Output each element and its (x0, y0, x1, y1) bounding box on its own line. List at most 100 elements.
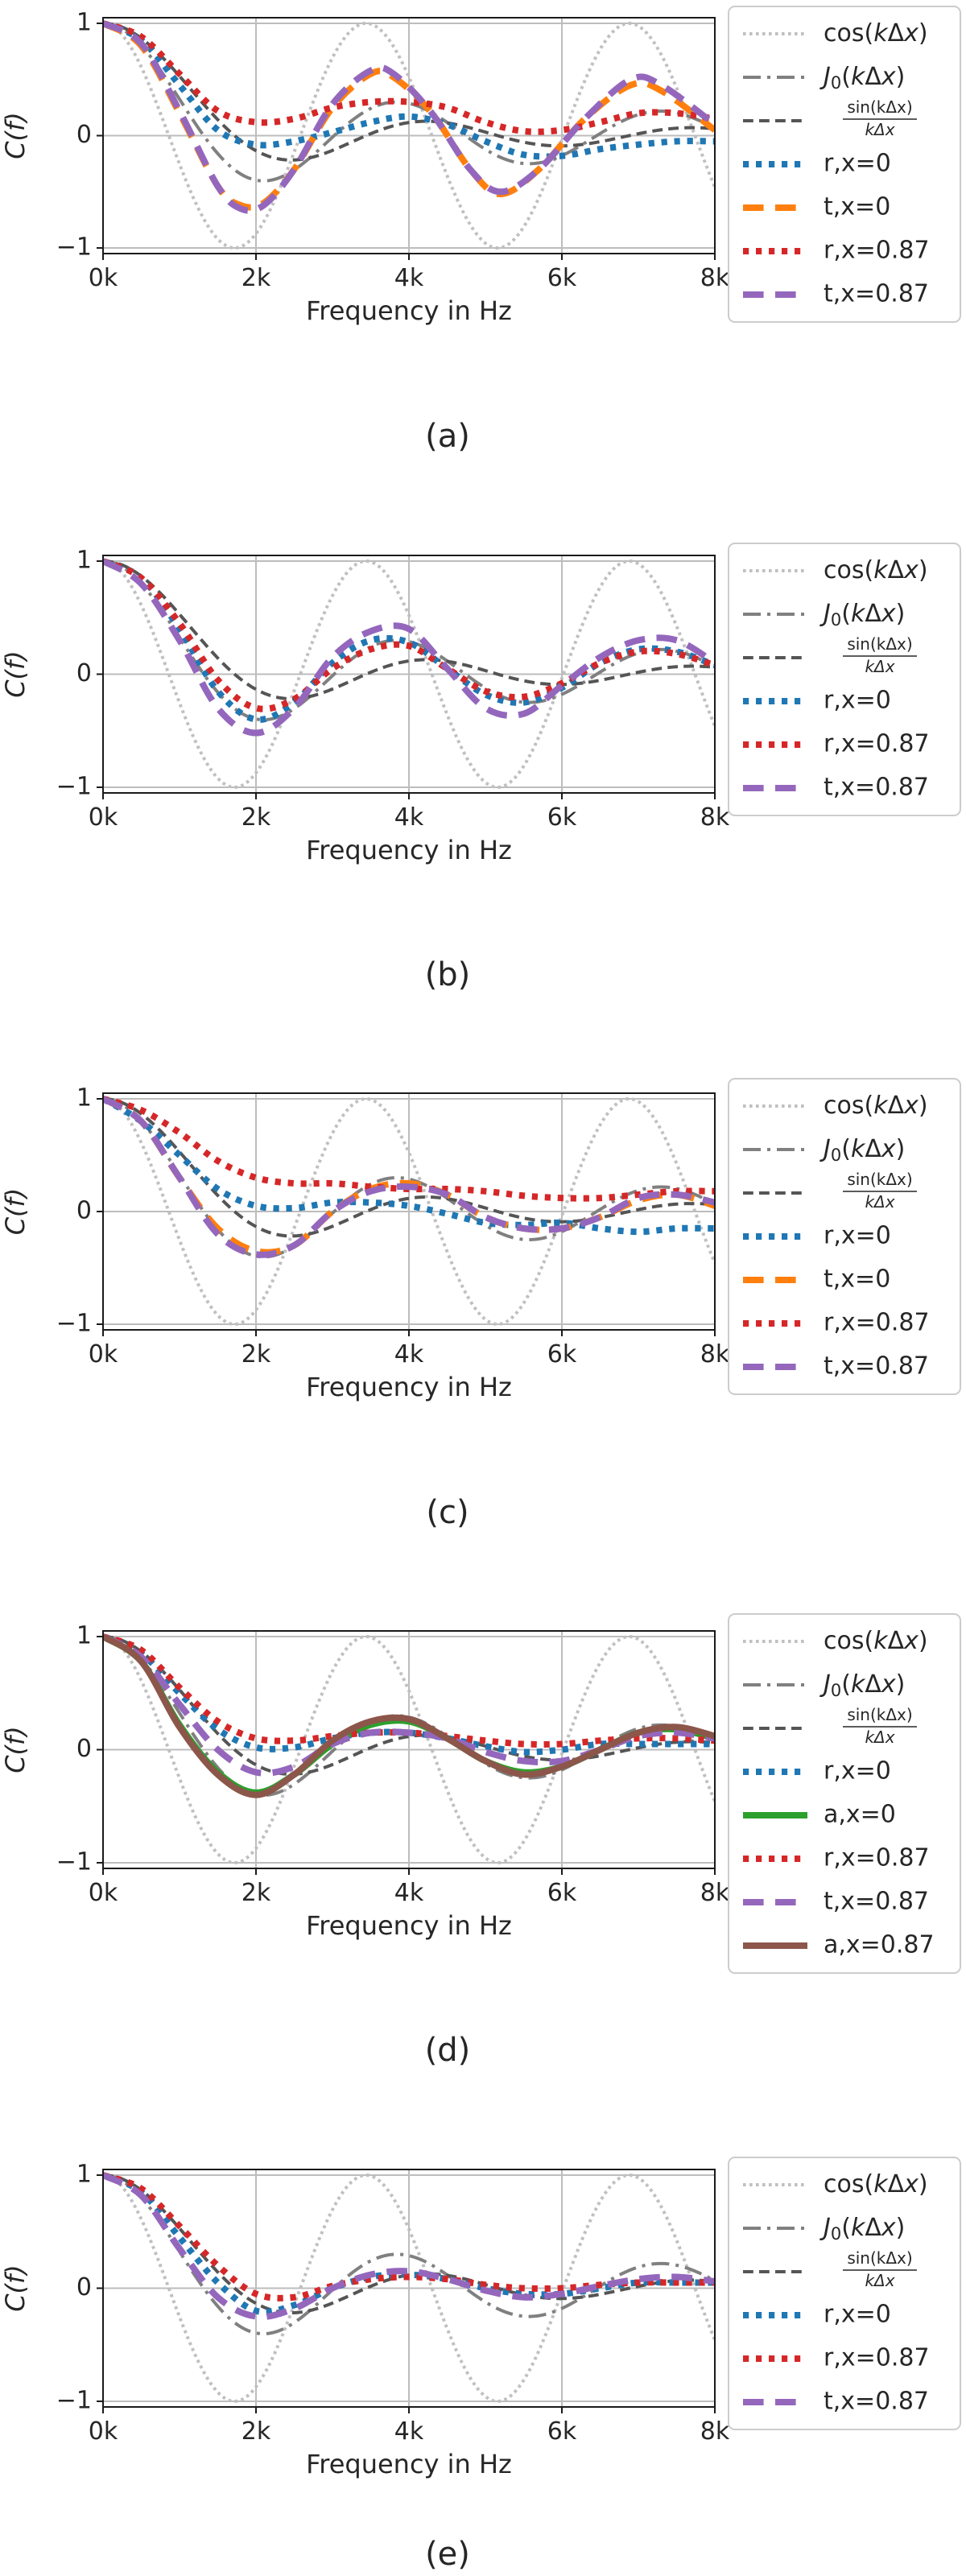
legend-label-t87: t,x=0.87 (824, 774, 929, 802)
legend-label-r0: r,x=0 (824, 687, 891, 715)
y-axis-title: C(f) (0, 112, 31, 159)
reference-line-j0 (103, 559, 715, 722)
x-tick-label: 6k (547, 1879, 577, 1907)
plot-area (103, 2172, 715, 2403)
x-tick-label: 2k (242, 264, 271, 292)
x-axis-title: Frequency in Hz (306, 1372, 512, 1402)
y-tick-label: 1 (76, 547, 92, 575)
y-axis-title: C(f) (0, 2264, 31, 2312)
panel-caption: (d) (425, 2032, 471, 2069)
x-tick-label: 4k (394, 1340, 424, 1368)
legend-label-sinc-numerator: sin(kΔx) (847, 97, 912, 117)
series-line-t87 (103, 1096, 715, 1258)
x-tick-label: 8k (700, 803, 730, 832)
legend-label-t87: t,x=0.87 (824, 1888, 929, 1916)
x-tick-label: 8k (700, 264, 730, 292)
legend-label-a0: a,x=0 (824, 1801, 896, 1829)
y-tick-label: 0 (76, 1735, 92, 1763)
reference-line-sinc (103, 559, 715, 701)
reference-line-cos (103, 21, 715, 250)
chart-panel-1: 0k 2k 4k 6k 8k 1 0 −1 Frequency in Hz C(f) cos(kΔx… (0, 6, 961, 455)
x-tick-label: 4k (394, 2417, 424, 2446)
plot-area (103, 1633, 715, 1864)
x-tick-label: 0k (89, 264, 118, 292)
legend-label-sinc-numerator: sin(kΔx) (847, 634, 912, 654)
reference-line-sinc (103, 21, 715, 162)
legend-label-t0: t,x=0 (824, 193, 890, 221)
reference-line-j0 (103, 21, 715, 183)
legend-label-cos: cos(kΔx) (824, 1092, 928, 1120)
x-tick-label: 4k (394, 1879, 424, 1907)
series-line-t87 (103, 1633, 715, 1777)
x-tick-label: 6k (547, 264, 577, 292)
y-axis-title: C(f) (0, 650, 31, 698)
x-tick-label: 2k (242, 2417, 271, 2446)
legend-box (728, 6, 961, 323)
legend-label-cos: cos(kΔx) (824, 556, 928, 584)
legend-label-r87: r,x=0.87 (824, 730, 930, 758)
legend-label-t87: t,x=0.87 (824, 1352, 929, 1381)
x-tick-label: 2k (242, 1340, 271, 1368)
y-tick-label: −1 (56, 233, 92, 262)
chart-panel-4: 0k 2k 4k 6k 8k 1 0 −1 Frequency in Hz C(f) cos(kΔx… (0, 1613, 961, 2069)
reference-line-sinc (103, 2174, 715, 2315)
series-line-t87 (103, 558, 715, 737)
series-line-r0 (103, 558, 715, 723)
x-tick-label: 8k (700, 1879, 730, 1907)
reference-line-cos (103, 559, 715, 789)
legend-label-r87: r,x=0.87 (824, 1309, 930, 1337)
legend-box (728, 1613, 961, 1974)
reference-line-cos (103, 2174, 715, 2403)
panel-caption: (c) (426, 1494, 469, 1531)
y-tick-label: 1 (76, 2161, 92, 2189)
legend-label-r0: r,x=0 (824, 2301, 891, 2329)
legend-label-r87: r,x=0.87 (824, 237, 930, 265)
y-tick-label: 1 (76, 1622, 92, 1650)
x-tick-label: 0k (89, 803, 118, 832)
y-axis-title: C(f) (0, 1188, 31, 1236)
plot-area (103, 1096, 715, 1327)
legend: cos(kΔx)J0(kΔx)sin(kΔx)kΔxr,x=0t,x=0r,x=… (728, 6, 961, 323)
legend-label-sinc-numerator: sin(kΔx) (847, 1170, 912, 1189)
legend-label-r0: r,x=0 (824, 1222, 891, 1250)
x-axis-title: Frequency in Hz (306, 2449, 512, 2479)
x-tick-label: 8k (700, 1340, 730, 1368)
legend-label-t0: t,x=0 (824, 1265, 890, 1294)
legend-label-r0: r,x=0 (824, 150, 891, 178)
series-line-a87 (103, 1633, 715, 1798)
legend-label-sinc-numerator: sin(kΔx) (847, 2248, 912, 2268)
series-line-r0 (103, 1096, 715, 1236)
legend-label-sinc-denominator: kΔx (865, 2271, 894, 2290)
y-tick-label: −1 (56, 772, 92, 800)
x-axis-title: Frequency in Hz (306, 295, 512, 326)
legend-label-r87: r,x=0.87 (824, 1844, 930, 1872)
series-line-r87 (103, 558, 715, 712)
chart-panel-5: 0k 2k 4k 6k 8k 1 0 −1 Frequency in Hz C(f) cos(kΔx… (0, 2157, 961, 2573)
legend: cos(kΔx)J0(kΔx)sin(kΔx)kΔxr,x=0r,x=0.87t… (728, 2157, 961, 2430)
legend-label-a87: a,x=0.87 (824, 1931, 935, 1959)
legend-label-sinc-numerator: sin(kΔx) (847, 1705, 912, 1724)
y-axis-title: C(f) (0, 1726, 31, 1773)
legend: cos(kΔx)J0(kΔx)sin(kΔx)kΔxr,x=0a,x=0r,x=… (728, 1613, 961, 1974)
series-line-r87 (103, 1633, 715, 1748)
legend-label-r87: r,x=0.87 (824, 2344, 930, 2372)
legend-label-sinc-denominator: kΔx (865, 1192, 894, 1212)
reference-line-j0 (103, 2174, 715, 2336)
legend-label-cos: cos(kΔx) (824, 1627, 928, 1655)
legend-label-cos: cos(kΔx) (824, 2170, 928, 2198)
chart-panel-3: 0k 2k 4k 6k 8k 1 0 −1 Frequency in Hz C(f) cos(kΔx… (0, 1078, 961, 1531)
legend: cos(kΔx)J0(kΔx)sin(kΔx)kΔxr,x=0t,x=0r,x=… (728, 1078, 961, 1395)
x-tick-label: 2k (242, 803, 271, 832)
y-tick-label: −1 (56, 1847, 92, 1876)
x-tick-label: 4k (394, 803, 424, 832)
x-tick-label: 4k (394, 264, 424, 292)
legend-label-r0: r,x=0 (824, 1757, 891, 1785)
reference-line-j0 (103, 1097, 715, 1259)
y-tick-label: 1 (76, 8, 92, 36)
x-tick-label: 0k (89, 1879, 118, 1907)
x-axis-title: Frequency in Hz (306, 1910, 512, 1941)
x-tick-label: 6k (547, 2417, 577, 2446)
legend-label-sinc-denominator: kΔx (865, 1728, 894, 1747)
y-tick-label: −1 (56, 2386, 92, 2414)
